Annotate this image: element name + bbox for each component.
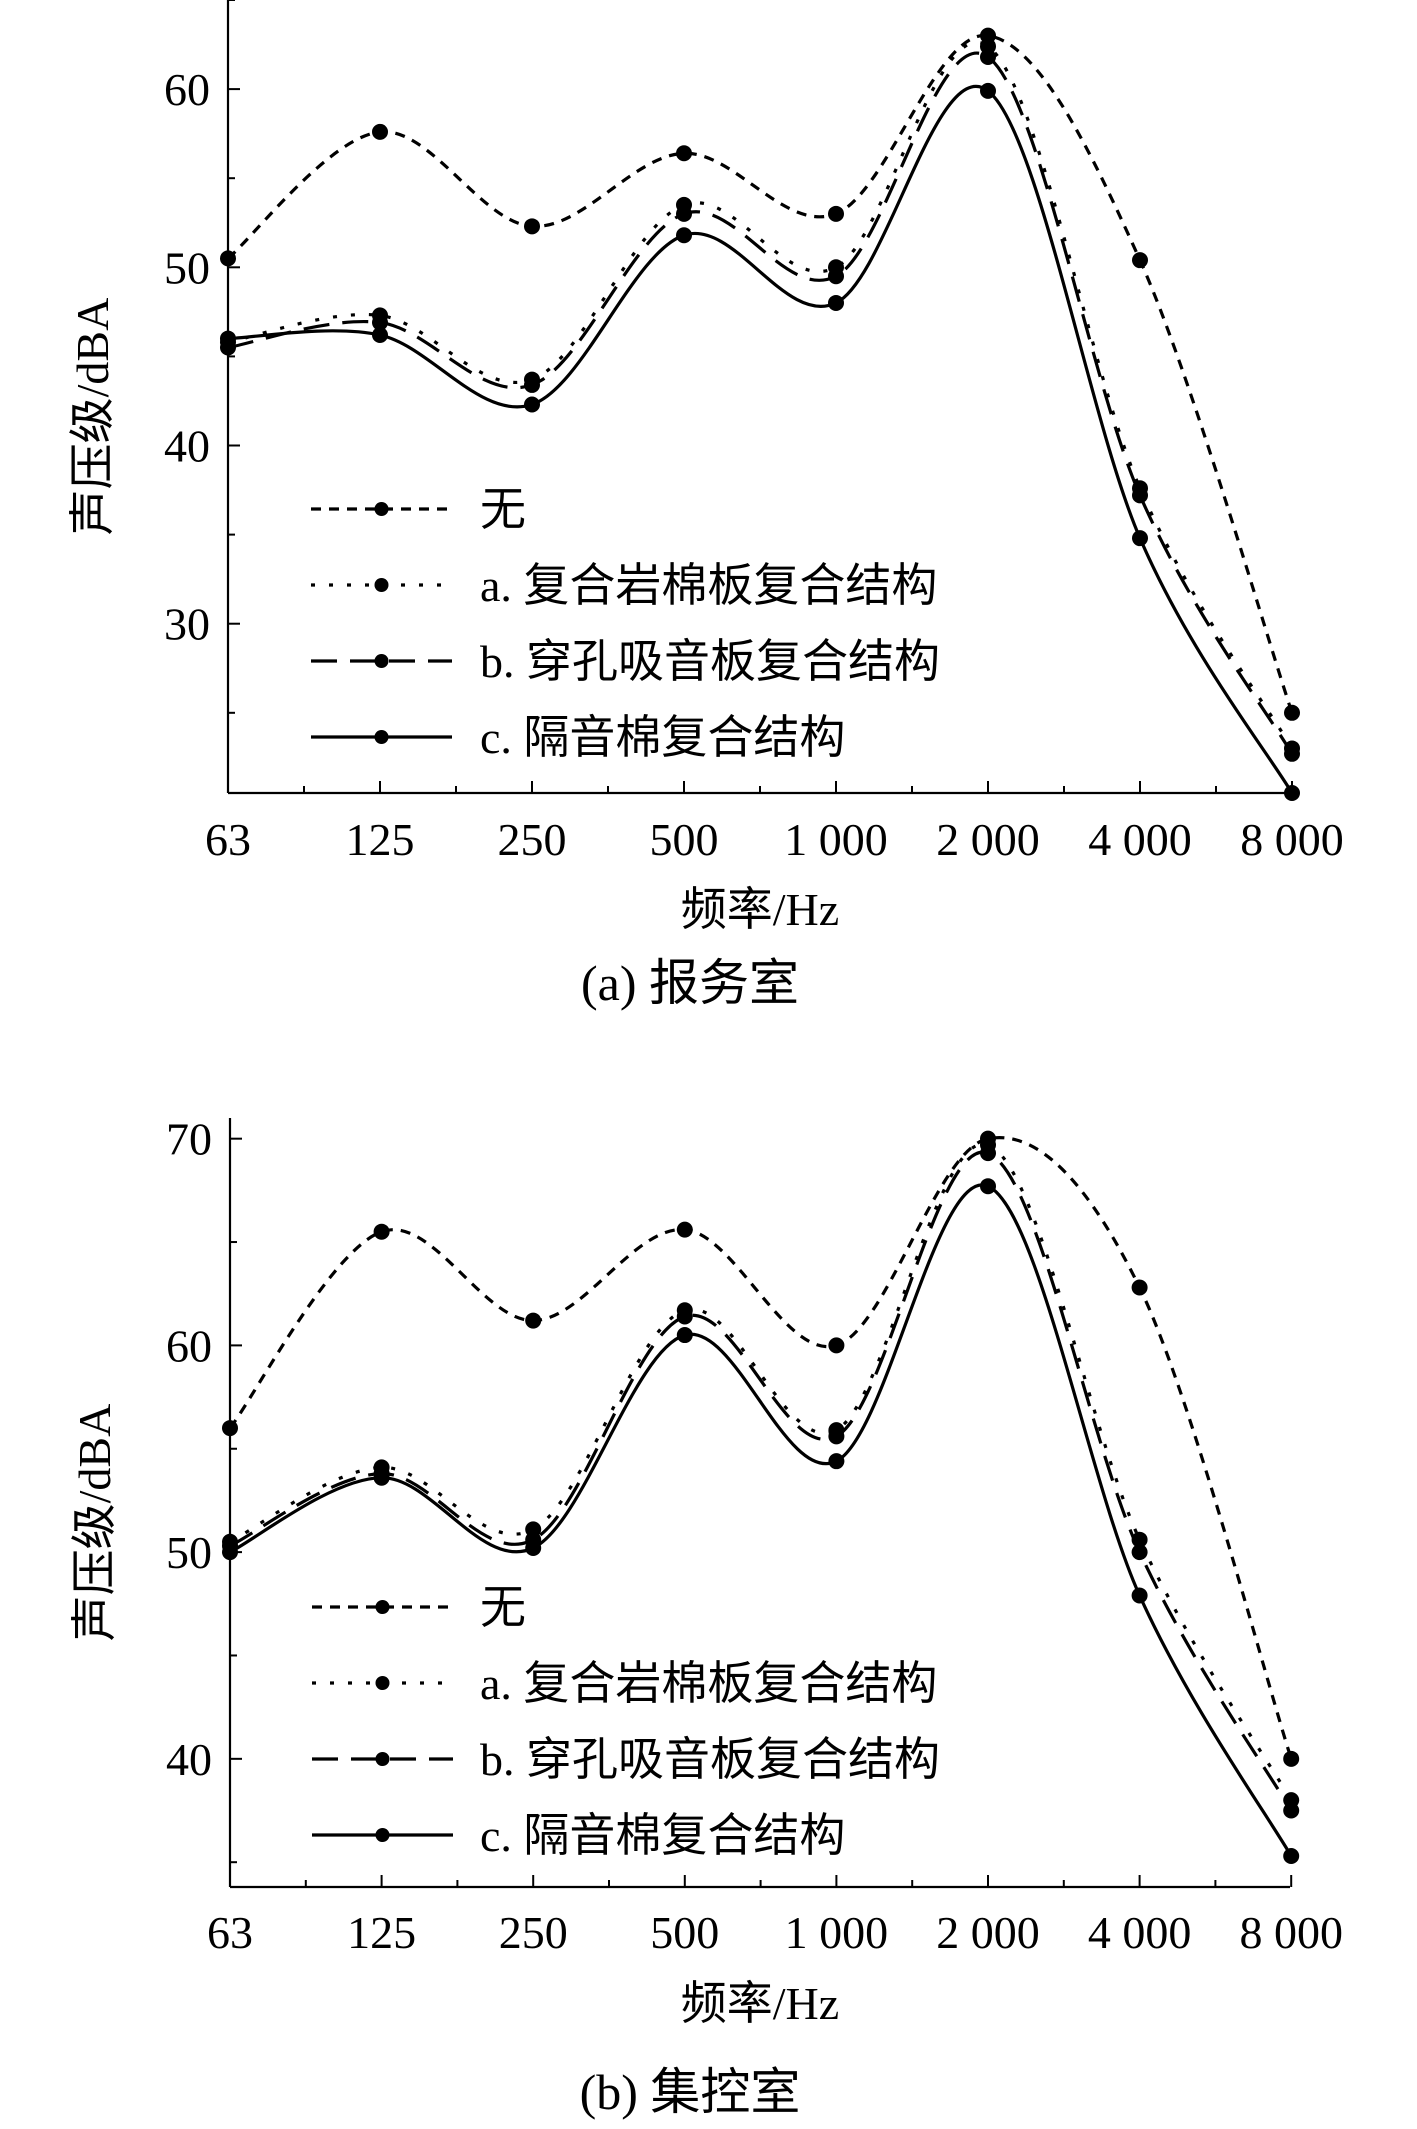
- data-point-c: [222, 1544, 238, 1561]
- x-tick-label: 4 000: [1088, 1907, 1192, 1958]
- legend-label: c. 隔音棉复合结构: [480, 712, 845, 763]
- chart-b-ji-kong-shi: 40 50 60 70 63 125 250 500 1 000 2 000 4 000 8 000 频…: [69, 1114, 1343, 2120]
- x-tick-label: 250: [499, 1907, 568, 1958]
- data-point-none: [828, 205, 844, 222]
- x-tick-label: 125: [346, 814, 415, 865]
- data-point-c: [525, 1539, 542, 1556]
- x-tick-label: 500: [650, 1907, 719, 1958]
- data-point-c: [828, 294, 844, 311]
- data-point-c: [676, 227, 692, 244]
- data-point-c: [1284, 785, 1300, 801]
- figure-caption: (a) 报务室: [581, 955, 799, 1011]
- legend-label: a. 复合岩棉板复合结构: [480, 560, 937, 611]
- y-tick-label: 40: [164, 421, 210, 472]
- data-point-b: [1284, 745, 1300, 762]
- legend-label: b. 穿孔吸音板复合结构: [480, 1734, 940, 1785]
- x-tick-label: 250: [498, 814, 567, 865]
- data-point-c: [980, 1178, 996, 1195]
- data-point-b: [676, 205, 692, 222]
- legend-marker-c: [375, 1828, 390, 1842]
- data-point-c: [1131, 1587, 1148, 1604]
- y-axis-title: 声压级/dBA: [69, 1404, 120, 1642]
- data-point-none: [525, 1312, 542, 1329]
- y-tick-label: 70: [166, 1114, 212, 1165]
- data-point-c: [1132, 530, 1148, 547]
- data-point-none: [222, 1420, 238, 1437]
- data-point-b: [372, 314, 388, 331]
- legend-label: 无: [480, 1582, 526, 1633]
- x-tick-label: 63: [207, 1907, 253, 1958]
- x-tick-label: 1 000: [784, 814, 888, 865]
- series-line-b: [227, 51, 1294, 755]
- data-point-b: [676, 1308, 693, 1325]
- x-tick-label: 1 000: [785, 1907, 889, 1958]
- data-point-none: [1284, 704, 1300, 721]
- data-point-b: [1132, 487, 1148, 504]
- data-point-none: [1283, 1750, 1300, 1767]
- x-tick-label: 63: [205, 814, 251, 865]
- series-line-none: [228, 1136, 1293, 1760]
- data-point-none: [828, 1337, 845, 1354]
- data-point-c: [372, 327, 388, 344]
- series-line-b: [229, 1150, 1293, 1812]
- legend-marker-none: [375, 1600, 390, 1614]
- data-point-b: [828, 1428, 845, 1445]
- legend-label: b. 穿孔吸音板复合结构: [480, 636, 940, 687]
- data-point-none: [220, 250, 236, 267]
- data-point-b: [1283, 1802, 1300, 1819]
- y-tick-label: 60: [164, 64, 210, 115]
- y-axis-title: 声压级/dBA: [67, 298, 118, 536]
- x-tick-label: 8 000: [1240, 814, 1344, 865]
- legend-marker-c: [374, 730, 389, 744]
- chart-a-bao-wu-shi: 30 40 50 60 63 125 250 500 1 000 2 000 4 000 8 000 频…: [67, 0, 1344, 1011]
- x-tick-label: 2 000: [936, 814, 1040, 865]
- x-axis-title: 频率/Hz: [681, 1978, 839, 2029]
- series-line-c: [229, 1183, 1293, 1857]
- y-tick-label: 40: [166, 1734, 212, 1785]
- data-point-c: [828, 1453, 845, 1470]
- data-point-none: [373, 1223, 390, 1240]
- data-point-b: [524, 376, 540, 393]
- y-tick-label: 30: [164, 599, 210, 650]
- legend-marker-b: [374, 654, 389, 668]
- data-point-none: [1131, 1279, 1148, 1296]
- x-tick-label: 4 000: [1088, 814, 1192, 865]
- legend-label: c. 隔音棉复合结构: [480, 1810, 845, 1861]
- legend-marker-none: [374, 502, 389, 516]
- y-tick-label: 60: [166, 1320, 212, 1371]
- data-point-b: [828, 268, 844, 285]
- legend-marker-a: [374, 578, 389, 592]
- data-point-c: [373, 1469, 390, 1486]
- y-tick-label: 50: [166, 1527, 212, 1578]
- data-point-none: [524, 218, 540, 235]
- data-point-none: [1132, 252, 1148, 269]
- x-tick-label: 8 000: [1239, 1907, 1343, 1958]
- data-point-none: [676, 1221, 693, 1238]
- data-point-none: [676, 145, 692, 162]
- series-line-c: [227, 85, 1294, 794]
- legend-marker-a: [375, 1676, 390, 1690]
- y-tick-label: 50: [164, 242, 210, 293]
- data-point-b: [1131, 1544, 1148, 1561]
- x-tick-label: 2 000: [936, 1907, 1040, 1958]
- data-point-c: [524, 396, 540, 413]
- data-point-c: [1283, 1847, 1300, 1864]
- data-point-b: [980, 49, 996, 66]
- legend-label: a. 复合岩棉板复合结构: [480, 1658, 937, 1709]
- legend-label: 无: [480, 484, 526, 535]
- legend-marker-b: [375, 1752, 390, 1766]
- data-point-c: [980, 82, 996, 99]
- figure-caption: (b) 集控室: [580, 2064, 801, 2120]
- x-tick-label: 500: [650, 814, 719, 865]
- data-point-c: [220, 330, 236, 347]
- series-line-none: [226, 33, 1294, 714]
- x-tick-label: 125: [347, 1907, 416, 1958]
- data-point-none: [372, 123, 388, 140]
- data-point-b: [980, 1145, 996, 1162]
- x-axis-title: 频率/Hz: [681, 884, 839, 935]
- data-point-c: [676, 1327, 693, 1344]
